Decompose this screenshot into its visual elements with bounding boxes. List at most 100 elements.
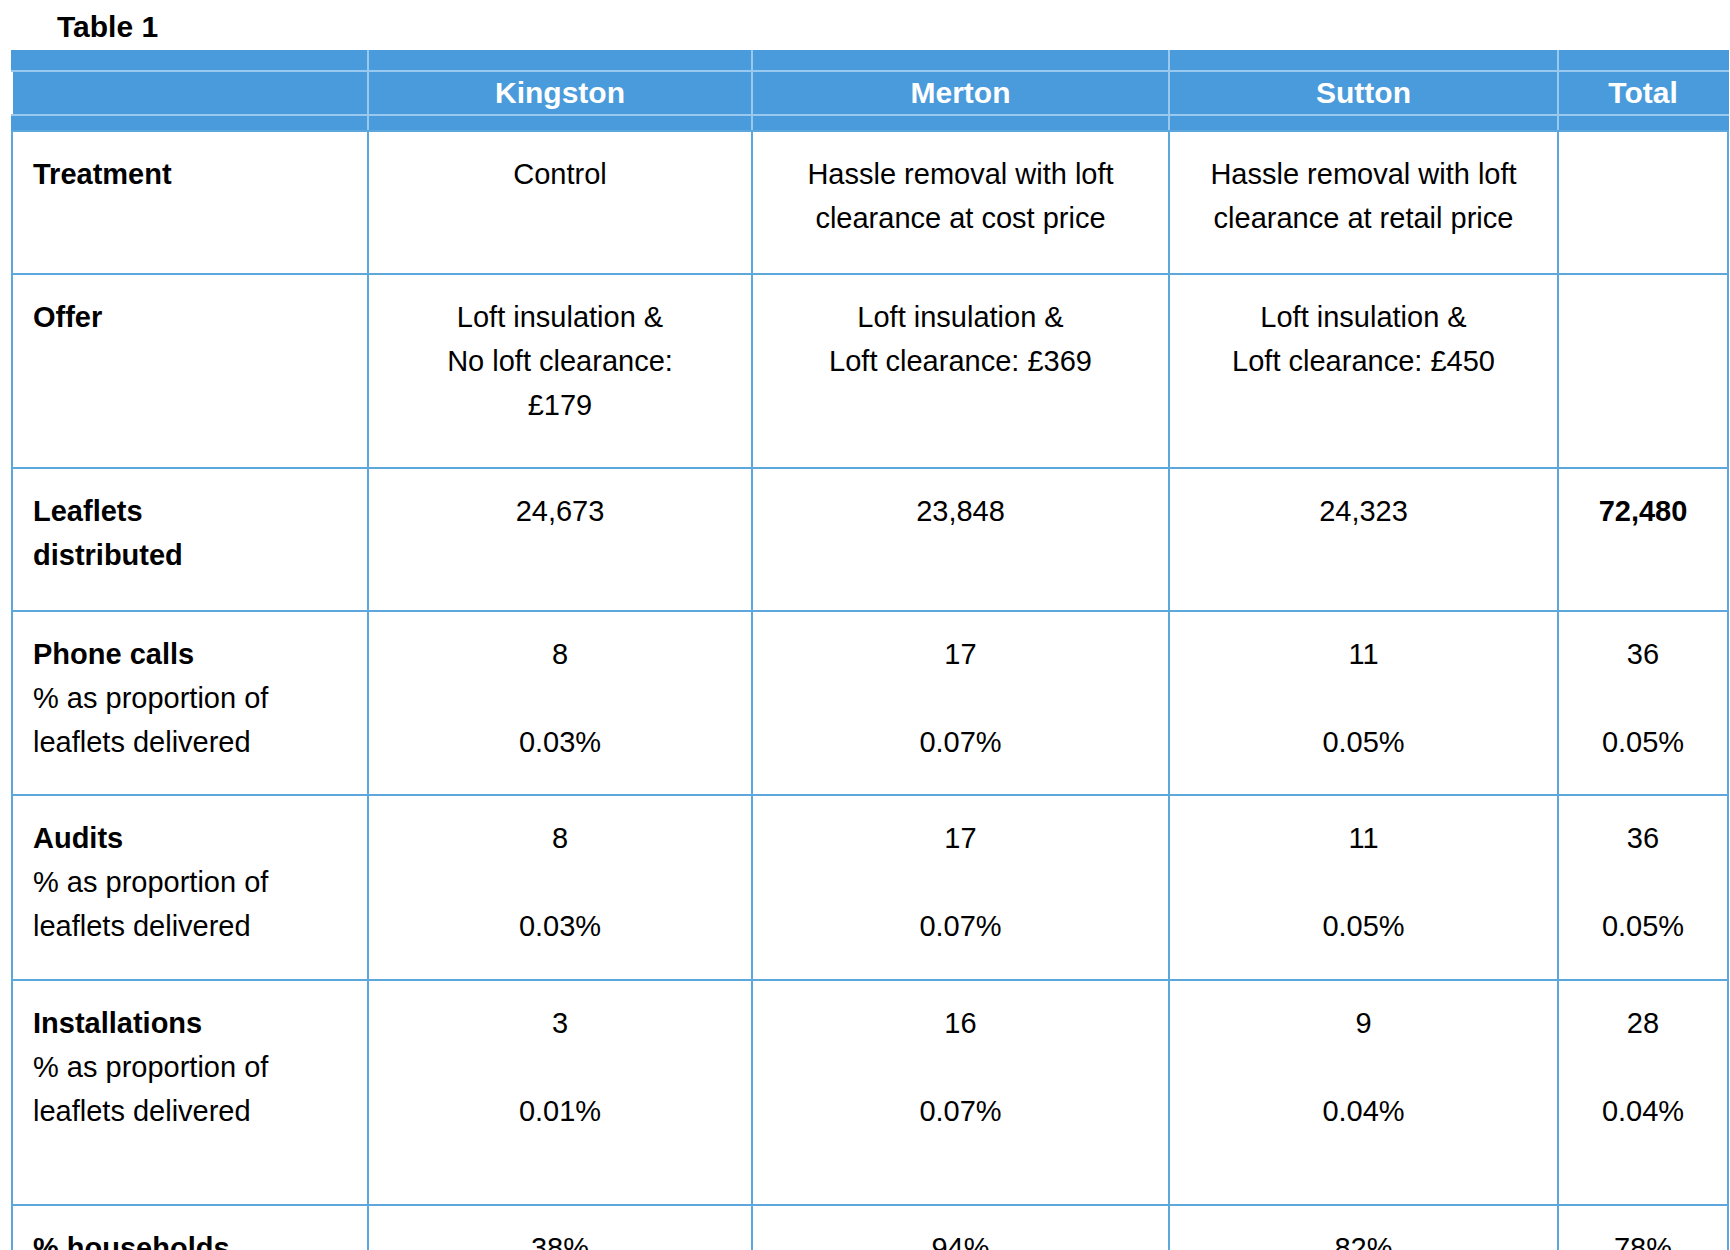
label-line: Treatment (33, 152, 355, 196)
header-stripe-top (12, 51, 1728, 71)
header-stripe-cell (752, 51, 1169, 71)
header-stripe-cell (12, 51, 368, 71)
cell-line: 24,323 (1178, 489, 1549, 533)
cell-line: 36 (1567, 632, 1719, 676)
cell-offer-sutton: Loft insulation &Loft clearance: £450 (1169, 274, 1558, 468)
cell-line: 16 (761, 1001, 1160, 1045)
cell-line (761, 1045, 1160, 1089)
cell-line: Loft insulation & (761, 295, 1160, 339)
cell-line: Control (377, 152, 743, 196)
cell-line (1178, 860, 1549, 904)
cell-line (377, 860, 743, 904)
cell-line (1178, 676, 1549, 720)
cell-line: 0.07% (761, 904, 1160, 948)
cell-line: clearance at cost price (761, 196, 1160, 240)
row-phone-calls: Phone calls% as proportion ofleaflets de… (12, 611, 1728, 795)
header-row: Kingston Merton Sutton Total (12, 71, 1728, 115)
cell-leaflets-sutton: 24,323 (1169, 468, 1558, 611)
cell-line: 0.05% (1178, 720, 1549, 764)
cell-line: Loft clearance: £450 (1178, 339, 1549, 383)
row-label-households: % householdscontinuing fromaudit to inst… (12, 1205, 368, 1250)
row-treatment: TreatmentControlHassle removal with loft… (12, 131, 1728, 274)
label-line: leaflets delivered (33, 720, 355, 764)
cell-line: 11 (1178, 816, 1549, 860)
cell-line: 0.07% (761, 720, 1160, 764)
header-stripe-cell (368, 51, 752, 71)
label-line: Offer (33, 295, 355, 339)
cell-line (377, 1045, 743, 1089)
header-stripe-cell (752, 115, 1169, 131)
cell-offer-total (1558, 274, 1728, 468)
cell-line: 38% (377, 1226, 743, 1250)
cell-line: 0.03% (377, 720, 743, 764)
cell-phone-calls-kingston: 8 0.03% (368, 611, 752, 795)
cell-households-merton: 94% (752, 1205, 1169, 1250)
cell-line: 0.07% (761, 1089, 1160, 1133)
header-stripe-cell (1558, 115, 1728, 131)
cell-line: 24,673 (377, 489, 743, 533)
cell-line: No loft clearance: (377, 339, 743, 383)
cell-installations-kingston: 3 0.01% (368, 980, 752, 1205)
label-line: % as proportion of (33, 676, 355, 720)
row-leaflets: Leafletsdistributed24,67323,84824,32372,… (12, 468, 1728, 611)
cell-line: 17 (761, 816, 1160, 860)
data-table: Kingston Merton Sutton Total Treatment Co… (11, 50, 1729, 1250)
cell-households-sutton: 82% (1169, 1205, 1558, 1250)
row-label-leaflets: Leafletsdistributed (12, 468, 368, 611)
cell-line: 8 (377, 816, 743, 860)
cell-phone-calls-total: 36 0.05% (1558, 611, 1728, 795)
cell-households-total: 78% (1558, 1205, 1728, 1250)
cell-line: 8 (377, 632, 743, 676)
cell-leaflets-kingston: 24,673 (368, 468, 752, 611)
cell-line: 78% (1567, 1226, 1719, 1250)
cell-line: Hassle removal with loft (1178, 152, 1549, 196)
row-label-installations: Installations% as proportion ofleaflets … (12, 980, 368, 1205)
cell-line: 28 (1567, 1001, 1719, 1045)
header-stripe-cell (368, 115, 752, 131)
label-line: leaflets delivered (33, 904, 355, 948)
cell-leaflets-total: 72,480 (1558, 468, 1728, 611)
header-stripe-cell (1169, 51, 1558, 71)
cell-line: 17 (761, 632, 1160, 676)
label-line: % as proportion of (33, 1045, 355, 1089)
cell-line: 0.03% (377, 904, 743, 948)
row-audits: Audits% as proportion ofleaflets deliver… (12, 795, 1728, 980)
cell-audits-total: 36 0.05% (1558, 795, 1728, 980)
table-title: Table 1 (57, 10, 1730, 44)
cell-treatment-merton: Hassle removal with loftclearance at cos… (752, 131, 1169, 274)
cell-audits-kingston: 8 0.03% (368, 795, 752, 980)
header-cell-total: Total (1558, 71, 1728, 115)
cell-line: Loft clearance: £369 (761, 339, 1160, 383)
label-line: Audits (33, 816, 355, 860)
cell-line: clearance at retail price (1178, 196, 1549, 240)
cell-line: 0.04% (1567, 1089, 1719, 1133)
document-page: Table 1 Kingston Merton Sutton Total (0, 0, 1730, 1250)
label-line: Phone calls (33, 632, 355, 676)
cell-line (1567, 676, 1719, 720)
cell-line (377, 676, 743, 720)
label-line: Installations (33, 1001, 355, 1045)
row-label-audits: Audits% as proportion ofleaflets deliver… (12, 795, 368, 980)
row-installations: Installations% as proportion ofleaflets … (12, 980, 1728, 1205)
cell-households-kingston: 38% (368, 1205, 752, 1250)
cell-line: 82% (1178, 1226, 1549, 1250)
label-line: % as proportion of (33, 860, 355, 904)
cell-line (761, 860, 1160, 904)
cell-line (1178, 1045, 1549, 1089)
cell-line: Loft insulation & (377, 295, 743, 339)
cell-line: Hassle removal with loft (761, 152, 1160, 196)
cell-line: 0.05% (1567, 720, 1719, 764)
cell-line: 3 (377, 1001, 743, 1045)
cell-audits-sutton: 11 0.05% (1169, 795, 1558, 980)
cell-installations-sutton: 9 0.04% (1169, 980, 1558, 1205)
cell-line: 0.05% (1567, 904, 1719, 948)
label-line: Leaflets (33, 489, 355, 533)
cell-phone-calls-sutton: 11 0.05% (1169, 611, 1558, 795)
cell-line (1567, 1045, 1719, 1089)
row-label-treatment: Treatment (12, 131, 368, 274)
header-cell-sutton: Sutton (1169, 71, 1558, 115)
cell-line: 0.05% (1178, 904, 1549, 948)
cell-line: 72,480 (1567, 489, 1719, 533)
cell-installations-total: 28 0.04% (1558, 980, 1728, 1205)
table-body: TreatmentControlHassle removal with loft… (12, 131, 1728, 1250)
